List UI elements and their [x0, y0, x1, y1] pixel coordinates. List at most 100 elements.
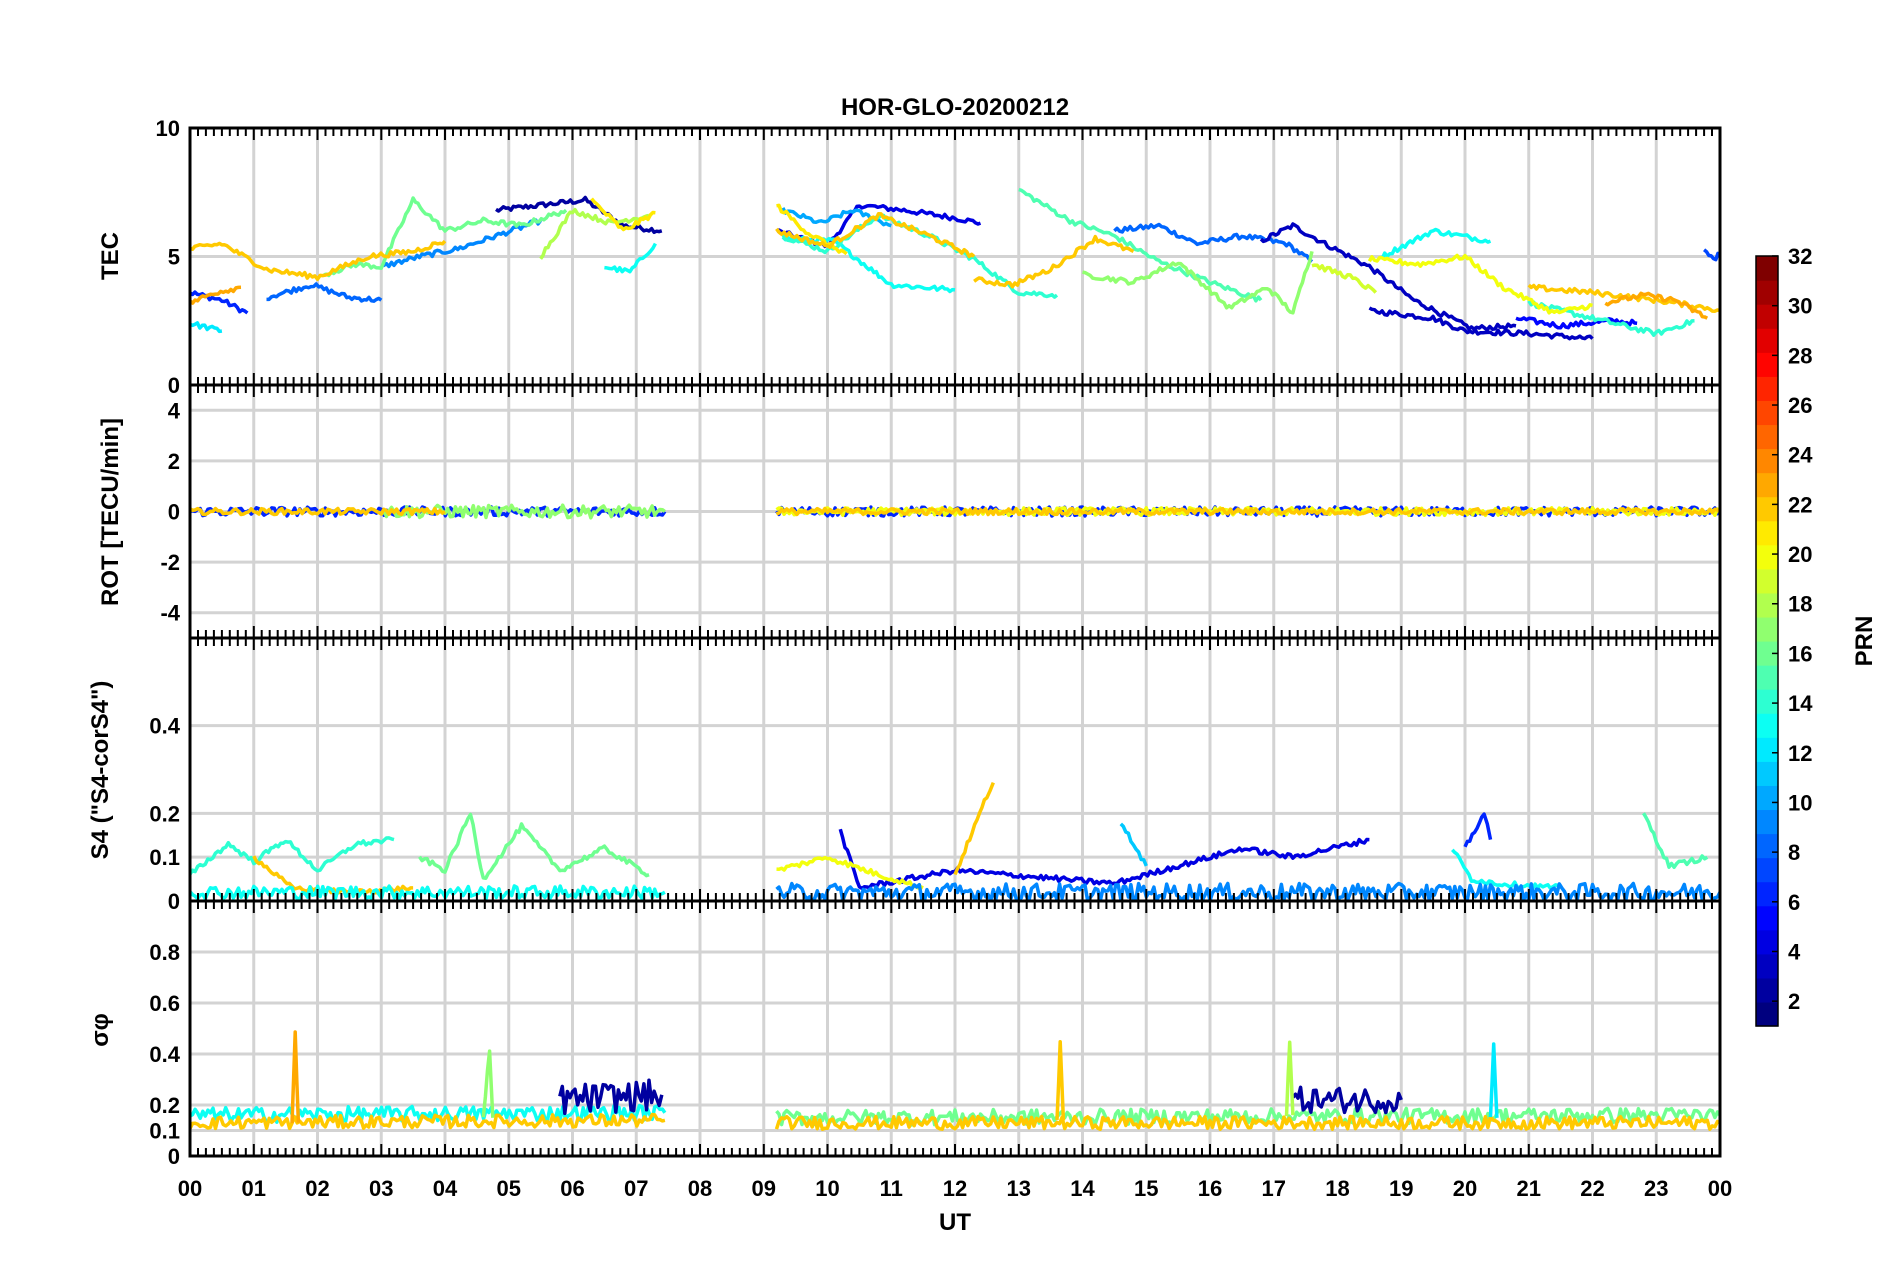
colorbar-tick-label-0: 2 [1788, 989, 1800, 1014]
series-s4-prn9-10 [775, 881, 1720, 901]
colorbar-band-8 [1756, 833, 1778, 859]
series-tec-prn3-4 [1259, 222, 1517, 332]
colorbar-band-17 [1756, 616, 1778, 642]
colorbar-band-19 [1756, 568, 1778, 594]
series-s4-prn6-8 [1463, 812, 1493, 848]
colorbar-band-26 [1756, 400, 1778, 426]
colorbar-band-7 [1756, 857, 1778, 883]
y-tick-label-s4-2: 0.2 [149, 801, 180, 826]
y-tick-label-tec-2: 10 [156, 116, 180, 141]
series-group-rot [190, 503, 1720, 520]
x-tick-label-6: 06 [560, 1176, 584, 1201]
colorbar-band-14 [1756, 689, 1778, 714]
series-sigma-prn22-8 [1055, 1039, 1066, 1121]
series-tec-prn14-16 [1527, 299, 1695, 337]
series-s4-prn14-0 [190, 836, 395, 876]
series-s4-prn16-1 [418, 812, 650, 880]
x-tick-label-22: 22 [1580, 1176, 1604, 1201]
series-tec-prn6-1 [190, 290, 249, 315]
colorbar-tick-label-5: 12 [1788, 741, 1812, 766]
y-tick-label-rot-4: 4 [168, 398, 181, 423]
x-tick-label-17: 17 [1262, 1176, 1286, 1201]
panel-tec: 0 5 10 TEC [97, 116, 1722, 398]
colorbar-band-6 [1756, 881, 1778, 907]
panel-rot: -4 -2 0 2 4 ROT [TECU/min] [97, 383, 1722, 640]
series-sigma-prn23-6 [290, 1030, 301, 1124]
colorbar-band-4 [1756, 929, 1778, 955]
y-tick-label-s4-0: 0 [168, 889, 180, 914]
x-tick-label-24: 00 [1708, 1176, 1732, 1201]
x-tick-label-21: 21 [1517, 1176, 1541, 1201]
series-s4-prn20-5 [776, 855, 924, 890]
y-tick-label-sigma-1: 0.1 [149, 1119, 180, 1144]
y-tick-label-rot-3: 2 [168, 449, 180, 474]
colorbar-tick-label-12: 26 [1788, 393, 1812, 418]
series-s4-prn22-6 [953, 781, 995, 876]
panel-s4: 0 0.1 0.2 0.4 S4 ("S4-corS4") [87, 636, 1722, 914]
series-rot-prn20-4 [775, 505, 1720, 518]
series-tec-prn13-12 [604, 242, 657, 274]
x-tick-label-10: 10 [815, 1176, 839, 1201]
colorbar-band-32 [1756, 256, 1778, 281]
x-tick-label-0: 00 [178, 1176, 202, 1201]
x-tick-label-18: 18 [1325, 1176, 1349, 1201]
colorbar-tick-label-13: 28 [1788, 343, 1812, 368]
colorbar-tick-label-15: 32 [1788, 244, 1812, 269]
colorbar-tick-label-9: 20 [1788, 542, 1812, 567]
colorbar-band-20 [1756, 544, 1778, 570]
y-tick-label-rot-1: -2 [160, 550, 180, 575]
series-tec-prn13-14 [1380, 227, 1492, 260]
colorbar-tick-label-2: 6 [1788, 890, 1800, 915]
x-tick-label-3: 03 [369, 1176, 393, 1201]
x-tick-label-11: 11 [880, 1176, 903, 1201]
colorbar-tick-label-6: 14 [1788, 691, 1813, 716]
chart-title: HOR-GLO-20200212 [841, 94, 1069, 121]
x-tick-label-5: 05 [497, 1176, 521, 1201]
series-rot-prn22-2 [190, 506, 446, 517]
series-tec-prn5-6 [1515, 316, 1638, 330]
x-tick-label-14: 14 [1070, 1176, 1095, 1201]
colorbar-band-12 [1756, 737, 1778, 762]
series-sigma-prn18-9 [1284, 1040, 1295, 1117]
colorbar-band-29 [1756, 328, 1778, 353]
series-sigma-prn17-7 [481, 1049, 495, 1118]
colorbar-band-10 [1756, 785, 1778, 811]
series-tec-prn15-17 [1018, 187, 1263, 303]
colorbar-band-28 [1756, 352, 1778, 377]
colorbar-tick-label-8: 18 [1788, 592, 1812, 617]
series-tec-prn18-20 [539, 207, 650, 260]
y-axis-label-tec: TEC [97, 232, 124, 280]
series-sigma-prn2-2 [558, 1078, 664, 1116]
minor-ticks-rot [189, 385, 1721, 638]
series-sigma-prn22-1 [190, 1112, 666, 1131]
colorbar-label: PRN [1851, 616, 1878, 667]
panel-sigma: 00.10.2 0.4 0.6 0.8 σφ [87, 899, 1722, 1169]
colorbar-band-15 [1756, 665, 1778, 690]
colorbar-band-23 [1756, 472, 1778, 498]
colorbar-band-13 [1756, 713, 1778, 738]
colorbar-band-27 [1756, 376, 1778, 401]
colorbar-band-1 [1756, 1001, 1778, 1027]
x-tick-label-23: 23 [1644, 1176, 1668, 1201]
colorbar-band-24 [1756, 448, 1778, 474]
y-tick-label-rot-0: -4 [160, 601, 180, 626]
x-axis-label: UT [939, 1209, 971, 1236]
series-s4-prn15-9 [1641, 812, 1709, 870]
series-tec-prn7-7 [1703, 248, 1720, 262]
minor-ticks-s4 [189, 638, 1721, 901]
series-tec-prn16-18 [323, 196, 568, 278]
series-s4-prn4-3 [838, 828, 1370, 891]
series-tec-prn22-26 [775, 211, 976, 259]
x-tick-label-2: 02 [305, 1176, 329, 1201]
y-axis-label-rot: ROT [TECU/min] [97, 418, 124, 606]
x-tick-label-19: 19 [1389, 1176, 1413, 1201]
x-tick-label-8: 08 [688, 1176, 712, 1201]
x-tick-label-1: 01 [242, 1176, 266, 1201]
x-tick-label-13: 13 [1007, 1176, 1031, 1201]
series-tec-prn23-30 [1604, 291, 1709, 320]
series-tec-prn17-19 [1082, 250, 1314, 315]
series-group-sigma [190, 1030, 1720, 1131]
series-tec-prn22-25 [190, 239, 447, 281]
